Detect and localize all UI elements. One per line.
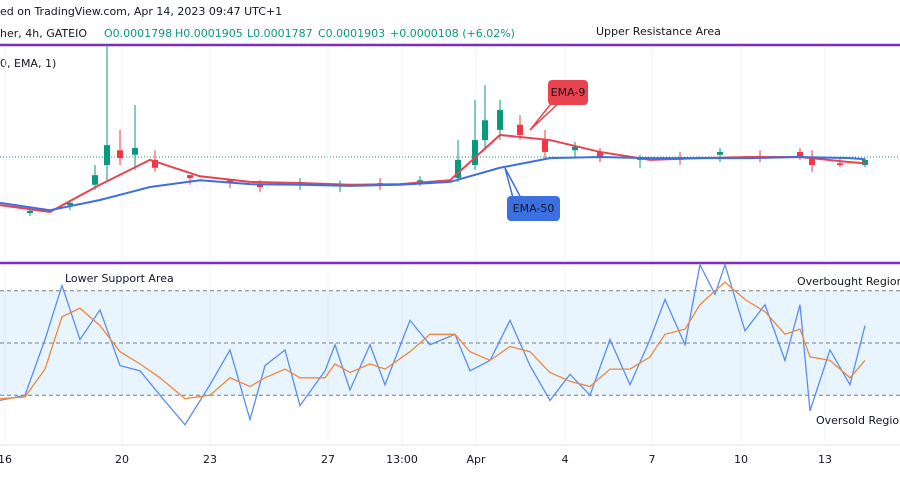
grid [0, 47, 900, 445]
callout-pointer [529, 99, 563, 131]
candle-body [152, 159, 158, 168]
candle-body [257, 184, 263, 188]
oscillator-line [0, 281, 866, 400]
x-tick-label: 16 [0, 453, 12, 466]
candle-body [132, 147, 138, 155]
candle-body [809, 158, 815, 165]
x-tick-label: 4 [562, 453, 569, 466]
candle-body [597, 151, 603, 159]
candle-body [417, 180, 423, 182]
candle-body [187, 175, 193, 178]
x-tick-label: 23 [203, 453, 217, 466]
callout-box [548, 80, 588, 105]
marks [0, 45, 868, 426]
ohlc-change: +0.0000108 (+6.02%) [390, 27, 515, 40]
candle-body [92, 175, 98, 185]
ohlc-open: O0.0001798 [104, 27, 172, 40]
annotation: Lower Support Area [65, 272, 174, 285]
published-note: ed on TradingView.com, Apr 14, 2023 09:4… [0, 5, 282, 18]
callout-label: EMA-50 [513, 202, 555, 215]
ohlc-low: L0.0001787 [247, 27, 313, 40]
ohlc-close: C0.0001903 [318, 27, 385, 40]
annotation: Oversold Region [816, 414, 900, 427]
x-tick-label: 20 [115, 453, 129, 466]
candle-body [542, 140, 548, 152]
x-tick-label: Apr [466, 453, 486, 466]
candle-body [482, 120, 488, 141]
candle-body [104, 145, 110, 165]
candle-body [837, 163, 843, 165]
x-tick-label: 13:00 [386, 453, 418, 466]
x-tick-label: 10 [734, 453, 748, 466]
candle-body [67, 202, 73, 206]
ema-line [0, 156, 866, 212]
candle-body [472, 140, 478, 165]
candle-body [717, 151, 723, 155]
candle-body [797, 151, 803, 158]
callout-pointer [504, 167, 522, 199]
x-tick-label: 7 [649, 453, 656, 466]
ema-line [0, 133, 866, 213]
candle-body [497, 110, 503, 130]
candle-body [27, 210, 33, 214]
indicator-label: 0, EMA, 1) [0, 57, 56, 70]
callout-label: EMA-9 [551, 86, 586, 99]
annotation: Upper Resistance Area [596, 25, 721, 38]
symbol: her, 4h, GATEIO [0, 27, 87, 40]
candle-body [517, 124, 523, 135]
annotations: EMA-9 EMA-50 Upper Resistance Area Lower Su… [65, 25, 900, 427]
x-tick-label: 13 [818, 453, 832, 466]
candle-body [117, 150, 123, 159]
candle-body [455, 159, 461, 178]
callout-box [507, 196, 560, 221]
candle-body [572, 146, 578, 151]
x-tick-label: 27 [321, 453, 335, 466]
ohlc-high: H0.0001905 [175, 27, 243, 40]
annotation: Overbought Region [797, 275, 900, 288]
